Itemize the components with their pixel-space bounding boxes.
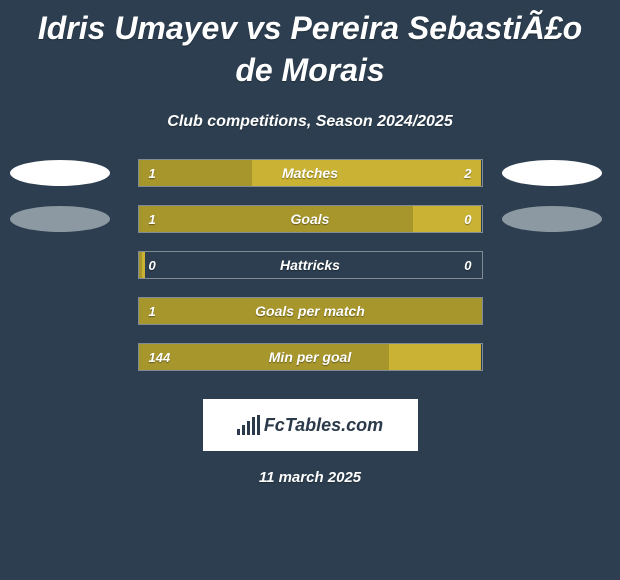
brand-logo[interactable]: FcTables.com [203,399,418,451]
bar-right-fill [142,252,145,278]
stat-row-hattricks: 0 Hattricks 0 [0,251,620,279]
right-value: 0 [464,252,471,278]
stat-bar: 1 Matches 2 [138,159,483,187]
brand-text: FcTables.com [264,415,383,436]
bar-left-fill [139,160,252,186]
player-badge-left [10,160,110,186]
player-badge-right [502,206,602,232]
player-badge-right [502,160,602,186]
stat-row-goals: 1 Goals 0 [0,205,620,233]
subtitle: Club competitions, Season 2024/2025 [0,113,620,131]
stat-row-min-per-goal: 144 Min per goal [0,343,620,371]
bar-right-fill [389,344,482,370]
stat-rows: 1 Matches 2 1 Goals 0 0 Hattricks [0,159,620,371]
stat-bar: 0 Hattricks 0 [138,251,483,279]
bar-chart-icon [237,415,260,435]
stat-bar: 144 Min per goal [138,343,483,371]
bar-right-fill [252,160,482,186]
stat-row-matches: 1 Matches 2 [0,159,620,187]
stat-row-goals-per-match: 1 Goals per match [0,297,620,325]
bar-left-fill [139,206,413,232]
stat-bar: 1 Goals 0 [138,205,483,233]
bar-right-fill [413,206,482,232]
page-title: Idris Umayev vs Pereira SebastiÃ£o de Mo… [0,8,620,101]
bar-left-fill [139,344,389,370]
comparison-card: Idris Umayev vs Pereira SebastiÃ£o de Mo… [0,0,620,486]
left-value: 0 [149,252,156,278]
date-label: 11 march 2025 [0,469,620,486]
bar-left-fill [139,298,482,324]
stat-label: Hattricks [139,252,482,278]
player-badge-left [10,206,110,232]
stat-bar: 1 Goals per match [138,297,483,325]
